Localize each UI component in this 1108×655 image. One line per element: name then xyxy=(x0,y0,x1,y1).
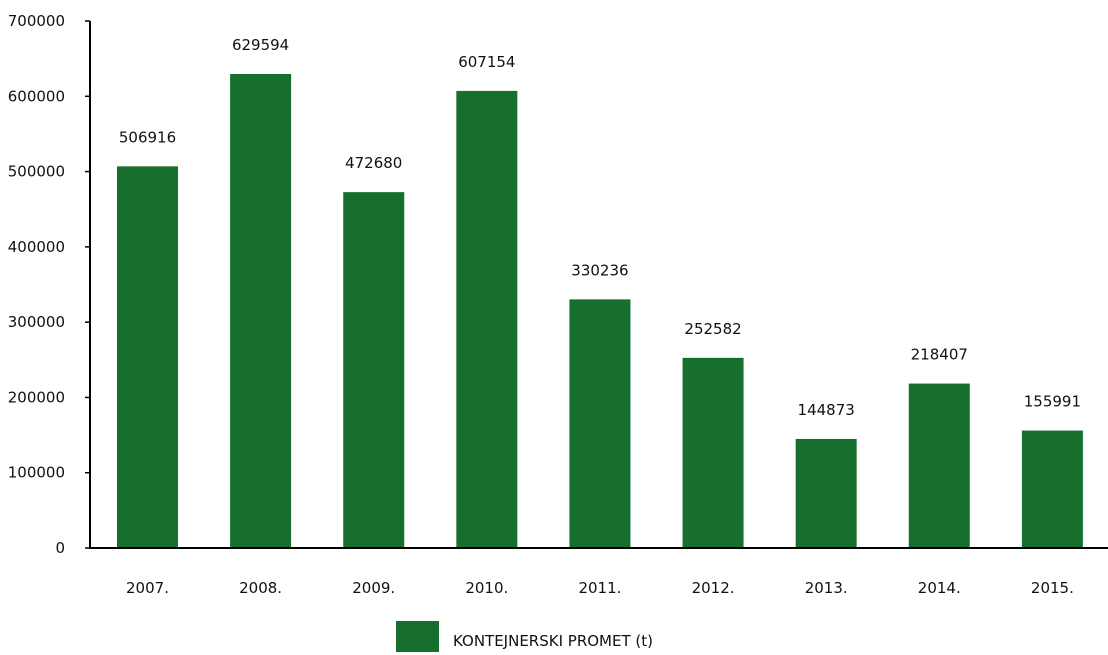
y-tick-label: 500000 xyxy=(8,163,65,181)
data-label-2013: 144873 xyxy=(798,401,855,419)
bar-2013 xyxy=(795,438,857,548)
legend-swatch xyxy=(396,621,439,652)
data-label-2007: 506916 xyxy=(119,128,176,146)
data-label-2011: 330236 xyxy=(571,261,628,279)
x-tick-label: 2012. xyxy=(692,579,735,597)
bar-2007 xyxy=(117,166,178,548)
y-tick-label: 200000 xyxy=(8,388,65,406)
data-label-2009: 472680 xyxy=(345,154,402,172)
y-axis-ticks: 0 100000 200000 300000 400000 500000 600000 700… xyxy=(8,12,90,557)
bar-2009 xyxy=(343,192,405,549)
data-label-2010: 607154 xyxy=(458,53,515,71)
data-label-2014: 218407 xyxy=(911,346,968,364)
x-tick-label: 2015. xyxy=(1031,579,1074,597)
x-tick-label: 2010. xyxy=(465,579,508,597)
y-tick-label: 0 xyxy=(55,539,65,557)
bar-2012 xyxy=(682,357,744,548)
x-tick-label: 2007. xyxy=(126,579,169,597)
y-tick-label: 600000 xyxy=(8,87,65,105)
x-tick-label: 2008. xyxy=(239,579,282,597)
x-tick-label: 2009. xyxy=(352,579,395,597)
y-tick-label: 700000 xyxy=(8,12,65,30)
x-axis-ticks: 2007. 2008. 2009. 2010. 2011. 2012. 2013. 2014.… xyxy=(126,579,1074,597)
legend: KONTEJNERSKI PROMET (t) xyxy=(396,621,653,652)
bar-2014 xyxy=(908,383,970,548)
x-tick-label: 2013. xyxy=(805,579,848,597)
data-label-2008: 629594 xyxy=(232,36,289,54)
bar-2010 xyxy=(456,90,518,548)
data-label-2015: 155991 xyxy=(1024,393,1081,411)
bars-group xyxy=(117,74,1083,549)
data-label-2012: 252582 xyxy=(684,320,741,338)
bar-2011 xyxy=(569,299,631,548)
bar-2015 xyxy=(1021,430,1083,548)
x-tick-label: 2011. xyxy=(578,579,621,597)
x-tick-label: 2014. xyxy=(918,579,961,597)
legend-label: KONTEJNERSKI PROMET (t) xyxy=(453,632,653,650)
data-labels-group: 506916 629594 472680 607154 330236 252582 1448… xyxy=(119,36,1081,419)
y-tick-label: 100000 xyxy=(8,464,65,482)
y-tick-label: 400000 xyxy=(8,238,65,256)
y-tick-label: 300000 xyxy=(8,313,65,331)
bar-2008 xyxy=(230,74,292,548)
